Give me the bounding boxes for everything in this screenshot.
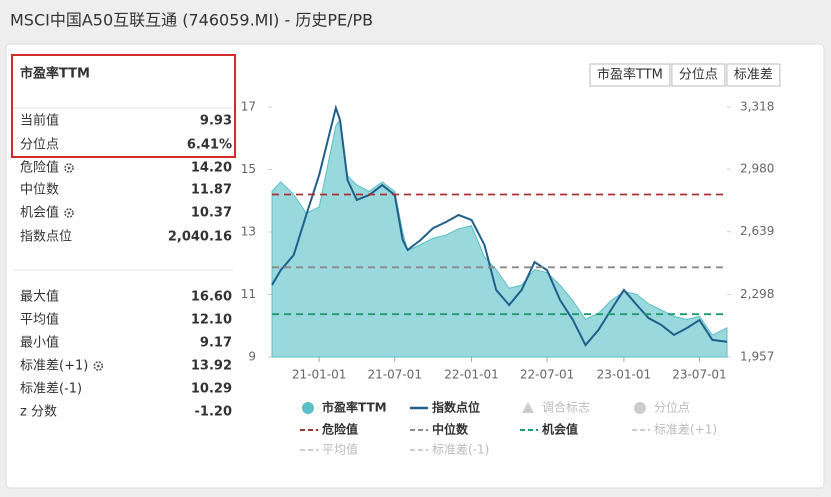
stat-label: 标准差(-1) [20,382,82,397]
legend-label[interactable]: 中位数 [432,422,469,437]
stat-label: 中位数 [20,183,59,198]
x-tick-label: 23-07-01 [672,368,726,382]
stat-value: 16.60 [191,290,232,305]
gear-icon-center [97,364,100,368]
y-tick-label: 11 [241,287,256,301]
stat-label: 平均值 [20,312,59,328]
y2-tick-label: 2,298 [740,287,774,301]
legend-label[interactable]: 调合标志 [542,400,590,415]
stat-label: 分位点 [20,138,59,153]
y-tick-label: 15 [241,162,256,176]
legend-label[interactable]: 危险值 [321,422,358,437]
stat-value: 11.87 [191,183,232,198]
stat-label: 危险值 [20,160,59,176]
stat-label: 指数点位 [20,230,72,245]
tab-button[interactable] [589,63,671,87]
legend-label[interactable]: 机会值 [542,422,578,437]
gear-icon-center [67,166,71,170]
stat-value: 9.93 [200,114,232,129]
tab-button[interactable] [671,63,726,87]
stat-value: 10.29 [191,382,232,397]
x-tick-label: 21-07-01 [367,368,421,382]
y2-tick-label: 2,980 [740,162,774,176]
stat-label: 最小值 [20,335,59,351]
x-tick-label: 21-01-01 [292,368,346,382]
stat-label: 最大值 [20,289,59,305]
legend-label[interactable]: 平均值 [322,442,358,457]
gear-icon[interactable] [64,208,74,218]
legend-marker [522,402,534,413]
panel-title: 市盈率TTM [20,66,90,82]
stat-value: 6.41% [187,138,232,153]
tab-button[interactable] [726,63,781,87]
stat-value: 13.92 [191,359,232,374]
legend-marker [634,402,646,414]
stat-label: 当前值 [20,113,59,129]
y-tick-label: 9 [248,350,256,364]
legend-label[interactable]: 指数点位 [432,400,480,415]
legend-label[interactable]: 市盈率TTM [322,400,387,415]
stat-value: 9.17 [200,336,232,351]
stat-value: 14.20 [191,161,232,176]
tab-button-label[interactable]: 市盈率TTM [597,67,663,83]
y2-tick-label: 1,957 [740,350,774,364]
tab-button-label[interactable]: 标准差 [734,68,773,83]
y-tick-label: 13 [241,225,256,239]
stat-label: z 分数 [20,405,57,420]
x-tick-label: 22-01-01 [444,368,498,382]
legend-label[interactable]: 分位点 [654,400,690,415]
x-tick-label: 23-01-01 [597,368,651,382]
stat-label: 机会值 [20,205,59,221]
y2-tick-label: 3,318 [740,100,774,114]
stat-label: 标准差(+1) [20,359,88,374]
x-tick-label: 22-07-01 [520,368,574,382]
y2-tick-label: 2,639 [740,224,774,238]
gear-icon[interactable] [64,163,74,173]
stat-value: 10.37 [191,206,232,221]
stat-value: -1.20 [195,405,232,420]
stat-value: 2,040.16 [168,230,232,245]
y-tick-label: 17 [241,100,256,114]
stat-value: 12.10 [191,313,232,328]
tab-button-label[interactable]: 分位点 [679,68,718,83]
legend-marker [302,402,314,414]
legend-label[interactable]: 标准差(-1) [432,443,489,457]
highlight-box [11,54,236,158]
gear-icon-center [67,211,71,215]
gear-icon[interactable] [93,361,104,371]
page-title: MSCI中国A50互联互通 (746059.MI) - 历史PE/PB [10,11,373,30]
legend-label[interactable]: 标准差(+1) [654,423,717,437]
